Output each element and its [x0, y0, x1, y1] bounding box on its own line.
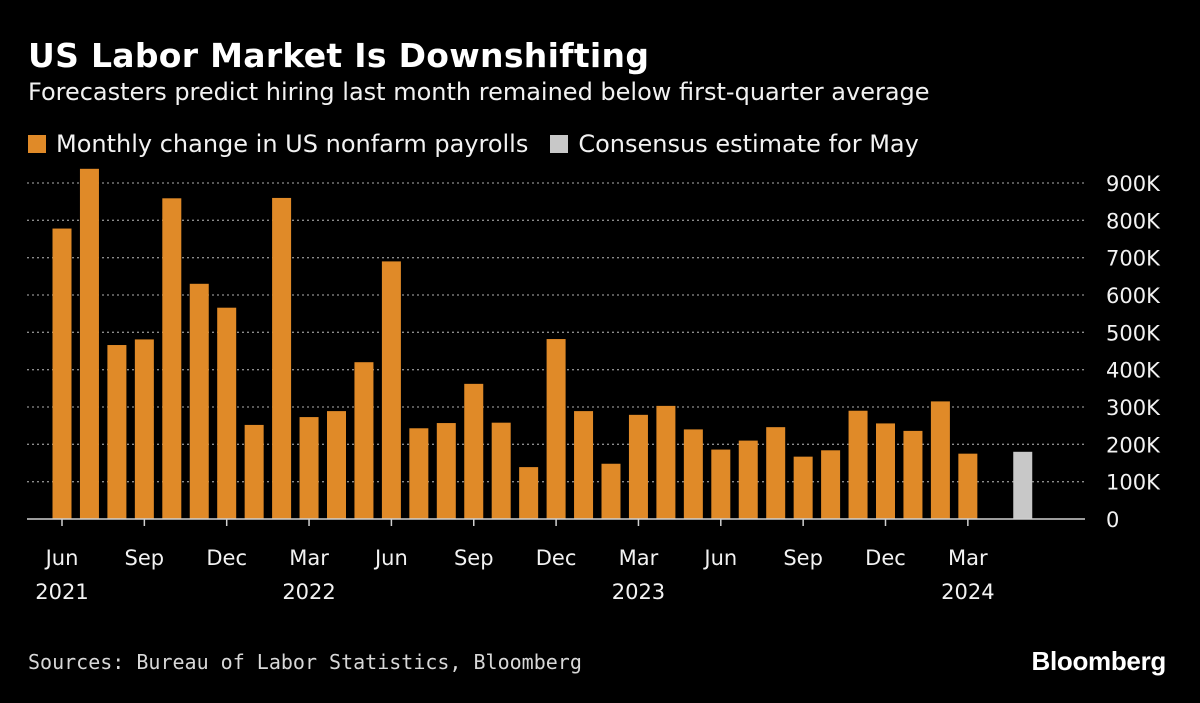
x-tick-label: Mar	[619, 546, 659, 570]
bar	[766, 427, 786, 519]
y-tick-label: 900K	[1106, 172, 1161, 196]
legend-item-consensus: Consensus estimate for May	[550, 130, 919, 158]
bar	[546, 339, 566, 519]
legend-label-consensus: Consensus estimate for May	[578, 130, 919, 158]
bar	[436, 423, 456, 519]
y-tick-label: 500K	[1106, 321, 1161, 345]
bar	[327, 411, 346, 519]
bar	[656, 405, 676, 519]
bar	[711, 449, 731, 519]
sources-note: Sources: Bureau of Labor Statistics, Blo…	[28, 650, 582, 674]
x-tick-label: Sep	[125, 546, 165, 570]
chart-title: US Labor Market Is Downshifting	[28, 36, 650, 75]
legend-label-payrolls: Monthly change in US nonfarm payrolls	[56, 130, 529, 158]
bar	[381, 261, 401, 519]
y-tick-label: 600K	[1106, 284, 1161, 308]
bar	[628, 414, 648, 519]
bar	[601, 463, 621, 519]
legend: Monthly change in US nonfarm payrolls Co…	[28, 130, 941, 158]
x-tick-year-label: 2022	[282, 580, 335, 604]
bar	[189, 283, 209, 519]
x-tick-label: Jun	[702, 546, 737, 570]
bar	[134, 339, 154, 519]
bar	[52, 228, 72, 519]
bar	[793, 456, 813, 519]
x-tick-label: Dec	[206, 546, 247, 570]
x-axis: Jun 2021 Sep Dec Mar 2022 Jun Sep Dec Mar 2023 Jun S…	[27, 518, 1085, 604]
x-tick-label: Jun	[44, 546, 79, 570]
bar	[162, 198, 182, 519]
x-tick-label: Dec	[536, 546, 577, 570]
legend-swatch-payrolls	[28, 135, 46, 153]
bar	[821, 450, 841, 519]
bar	[848, 410, 868, 519]
bar	[574, 411, 594, 519]
x-tick-label: Sep	[783, 546, 823, 570]
y-tick-label: 400K	[1106, 359, 1161, 383]
x-tick-year-label: 2021	[35, 580, 88, 604]
bar	[107, 345, 127, 519]
legend-item-payrolls: Monthly change in US nonfarm payrolls	[28, 130, 528, 158]
bar	[958, 453, 978, 519]
bar	[244, 424, 264, 519]
y-axis-labels: 0 100K 200K 300K 400K 500K 600K 700K 800K 900K	[1106, 172, 1161, 532]
x-tick-year-label: 2023	[612, 580, 665, 604]
bar	[876, 423, 895, 519]
bar	[217, 307, 237, 519]
y-tick-label: 300K	[1106, 396, 1161, 420]
bar	[903, 430, 923, 519]
bar	[272, 197, 292, 519]
x-tick-label: Sep	[454, 546, 494, 570]
bar	[464, 383, 484, 519]
brand-logo: Bloomberg	[1031, 646, 1166, 676]
y-tick-label: 100K	[1106, 471, 1161, 495]
bar	[79, 168, 99, 519]
x-tick-label: Dec	[865, 546, 906, 570]
y-tick-label: 0	[1106, 508, 1119, 532]
y-tick-label: 200K	[1106, 433, 1161, 457]
bar	[299, 417, 319, 519]
bar	[738, 440, 758, 519]
bar	[491, 422, 511, 519]
x-tick-label: Mar	[948, 546, 988, 570]
x-tick-label: Mar	[289, 546, 329, 570]
x-tick-label: Jun	[373, 546, 408, 570]
legend-swatch-consensus	[550, 135, 569, 153]
y-tick-label: 800K	[1106, 209, 1161, 233]
bar	[1013, 451, 1033, 519]
bar	[409, 428, 429, 519]
bar	[354, 362, 374, 519]
bar	[930, 401, 950, 519]
bar	[519, 467, 539, 519]
bar	[683, 429, 703, 519]
bars	[52, 168, 1033, 519]
y-tick-label: 700K	[1106, 247, 1161, 271]
x-tick-year-label: 2024	[941, 580, 994, 604]
chart-subtitle: Forecasters predict hiring last month re…	[28, 78, 930, 106]
